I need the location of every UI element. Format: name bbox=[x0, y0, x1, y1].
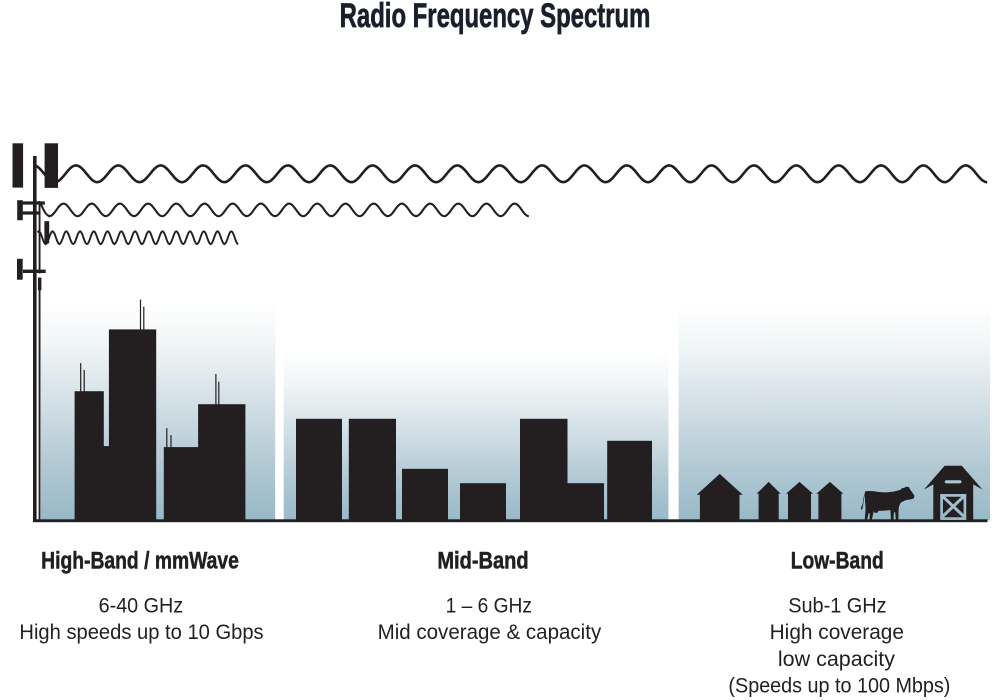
svg-text:Mid coverage & capacity: Mid coverage & capacity bbox=[378, 621, 602, 645]
svg-text:Low-Band: Low-Band bbox=[791, 547, 884, 575]
svg-text:(Speeds up to 100 Mbps): (Speeds up to 100 Mbps) bbox=[728, 674, 950, 698]
svg-text:High coverage: High coverage bbox=[770, 621, 904, 644]
svg-text:High-Band / mmWave: High-Band / mmWave bbox=[41, 547, 239, 575]
svg-text:High speeds up to 10 Gbps: High speeds up to 10 Gbps bbox=[19, 621, 263, 645]
svg-text:Mid-Band: Mid-Band bbox=[437, 547, 528, 574]
svg-text:Radio Frequency Spectrum: Radio Frequency Spectrum bbox=[340, 0, 651, 35]
svg-text:Sub-1 GHz: Sub-1 GHz bbox=[788, 594, 886, 618]
svg-text:low capacity: low capacity bbox=[778, 647, 895, 671]
svg-text:6-40 GHz: 6-40 GHz bbox=[99, 594, 184, 618]
svg-text:1 – 6 GHz: 1 – 6 GHz bbox=[446, 595, 532, 618]
